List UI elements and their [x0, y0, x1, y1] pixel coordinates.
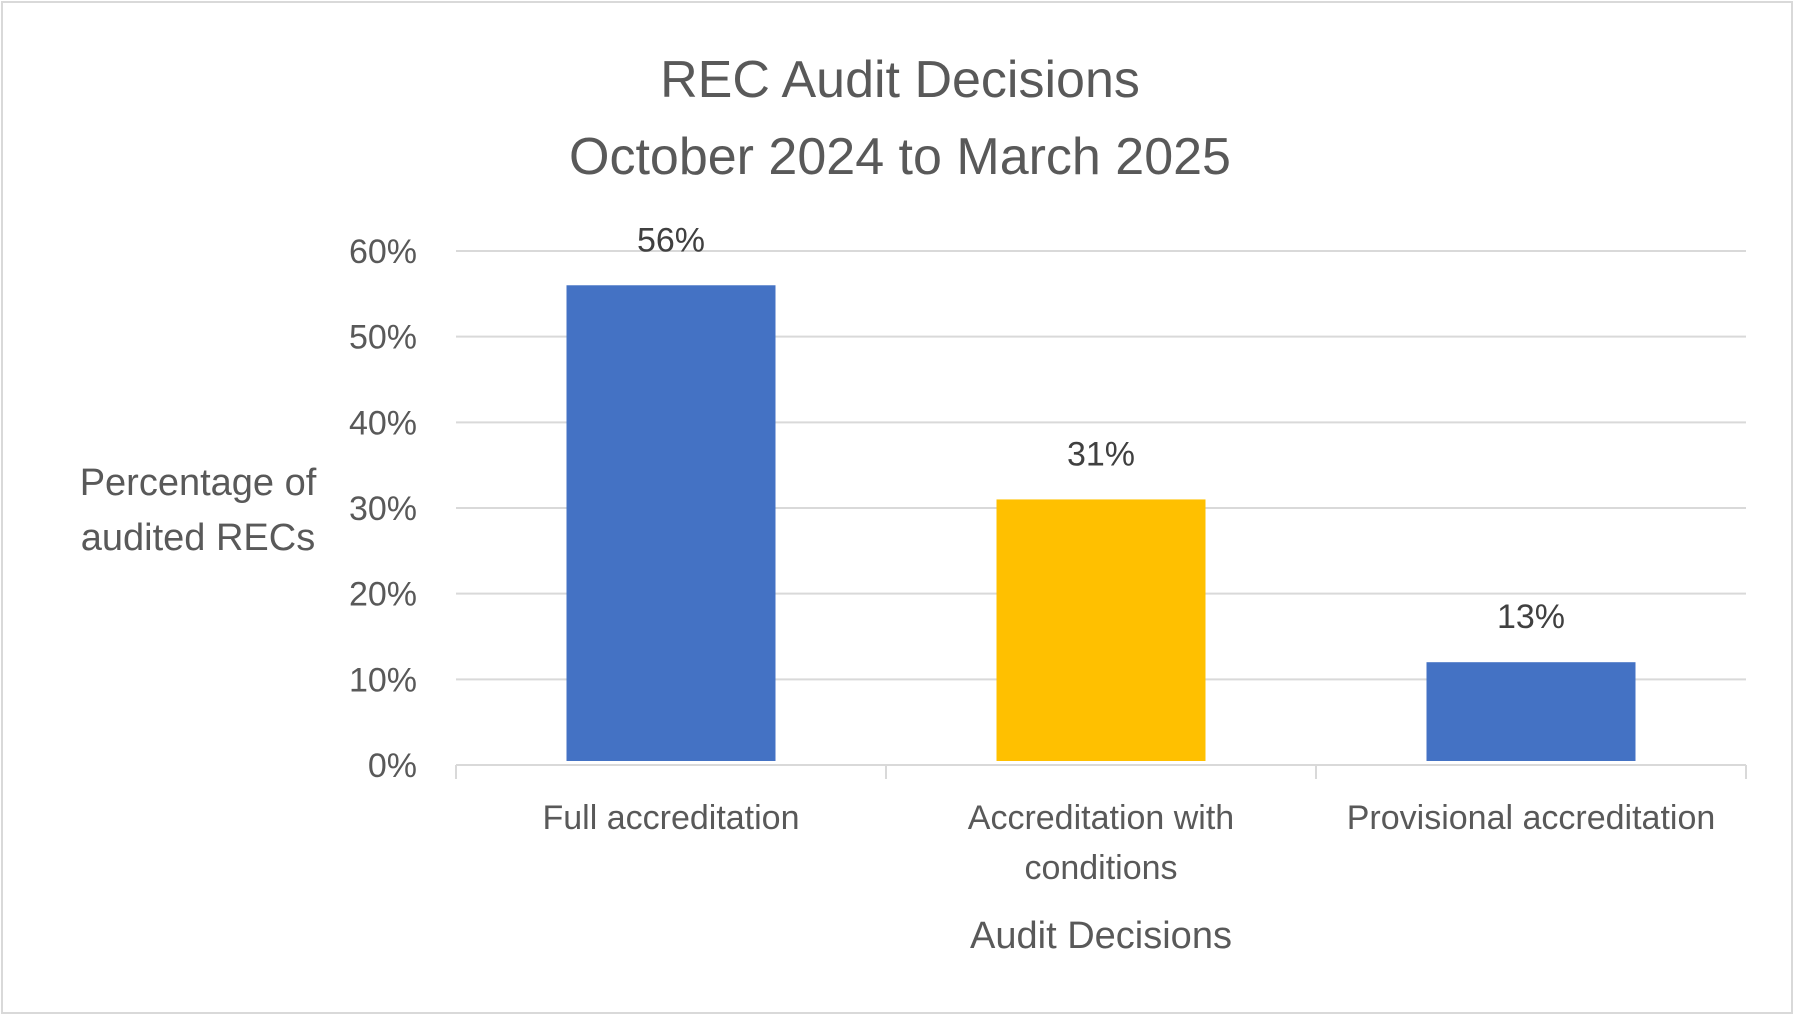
bar [996, 499, 1206, 761]
chart-title: REC Audit Decisions October 2024 to March… [569, 51, 1231, 186]
x-axis-category-labels: Full accreditation Accreditation with cond… [542, 799, 1715, 887]
x-category-label: conditions [1024, 849, 1177, 887]
y-tick-label: 0% [368, 747, 417, 785]
y-tick-label: 40% [349, 404, 417, 442]
x-category-label: Provisional accreditation [1347, 799, 1716, 837]
bars [566, 285, 1636, 761]
bar [1426, 662, 1636, 761]
bar [566, 285, 776, 761]
y-tick-label: 20% [349, 576, 417, 614]
y-tick-label: 60% [349, 233, 417, 271]
x-axis-title: Audit Decisions [970, 915, 1232, 957]
x-axis [455, 764, 1747, 779]
chart-title-line: October 2024 to March 2025 [569, 128, 1231, 186]
y-axis-title: Percentage of audited RECs [80, 462, 317, 559]
x-category-label: Accreditation with [968, 799, 1234, 837]
y-tick-label: 10% [349, 661, 417, 699]
x-category-label: Full accreditation [542, 799, 799, 837]
chart-title-line: REC Audit Decisions [660, 51, 1140, 109]
y-axis-title-line: Percentage of [80, 462, 317, 504]
data-label: 13% [1497, 598, 1565, 636]
y-axis-title-line: audited RECs [81, 517, 315, 559]
y-axis-ticks: 0% 10% 20% 30% 40% 50% 60% [349, 233, 417, 785]
y-tick-label: 30% [349, 490, 417, 528]
data-labels: 56% 31% 13% [637, 221, 1565, 636]
bar-chart: REC Audit Decisions October 2024 to March… [80, 51, 1747, 957]
y-tick-label: 50% [349, 319, 417, 357]
data-label: 56% [637, 221, 705, 259]
x-axis-title: Audit Decisions [970, 915, 1232, 957]
data-label: 31% [1067, 435, 1135, 473]
